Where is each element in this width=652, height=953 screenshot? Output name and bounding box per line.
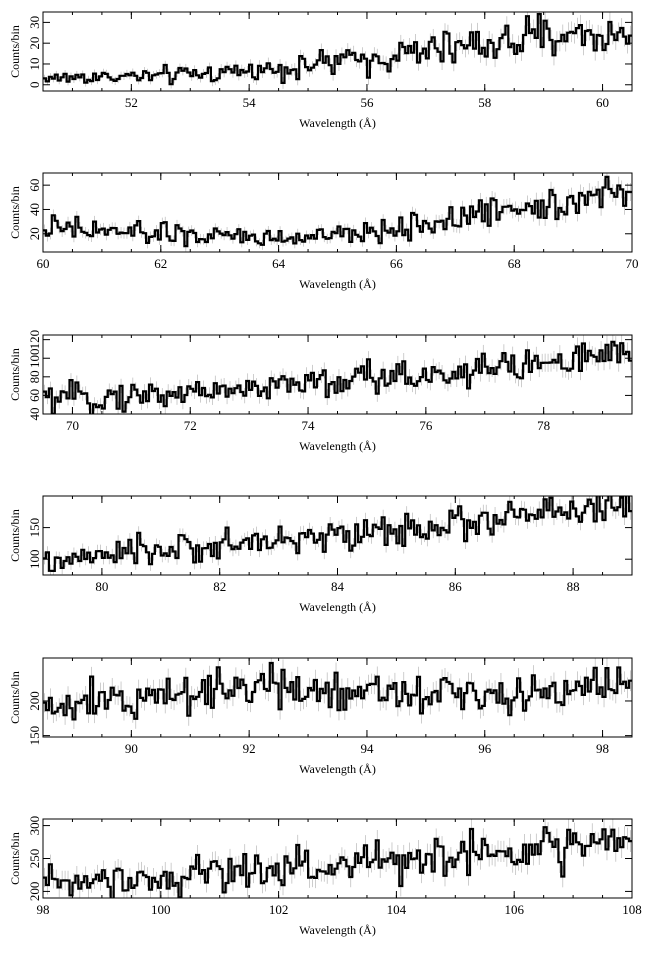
x-tick-label: 52 — [125, 95, 138, 110]
y-axis-label: Counts/bin — [8, 25, 22, 78]
x-tick-label: 104 — [387, 902, 407, 917]
y-tick-label: 20 — [27, 227, 42, 240]
y-axis-label: Counts/bin — [8, 509, 22, 562]
x-tick-label: 68 — [508, 256, 521, 271]
y-tick-label: 300 — [27, 816, 42, 836]
panel-4: 80 82 84 86 88 100 150 Wavelength (Å) Counts/bin — [8, 495, 633, 614]
x-tick-label: 54 — [243, 95, 257, 110]
x-tick-label: 90 — [125, 741, 138, 756]
y-tick-label: 80 — [27, 370, 42, 383]
x-tick-label: 66 — [390, 256, 404, 271]
panel-5: 90 92 94 96 98 150 200 Wavelength (Å) Counts/bin — [8, 657, 633, 776]
x-tick-label: 60 — [596, 95, 609, 110]
x-tick-label: 108 — [622, 902, 642, 917]
x-axis-label: Wavelength (Å) — [299, 923, 376, 937]
y-tick-label: 60 — [27, 179, 42, 192]
x-tick-label: 100 — [151, 902, 171, 917]
x-tick-label: 72 — [184, 418, 197, 433]
x-tick-label: 96 — [478, 741, 492, 756]
x-tick-label: 74 — [302, 418, 316, 433]
x-tick-label: 70 — [626, 256, 639, 271]
histogram-line — [43, 661, 632, 721]
y-axis-label: Counts/bin — [8, 348, 22, 401]
spectrum-data — [43, 496, 632, 575]
x-axis-label: Wavelength (Å) — [299, 600, 376, 614]
y-tick-label: 150 — [27, 726, 42, 746]
y-tick-label: 30 — [27, 16, 42, 29]
y-tick-label: 200 — [27, 691, 42, 711]
y-tick-label: 0 — [27, 82, 42, 89]
x-tick-label: 56 — [360, 95, 374, 110]
histogram-line — [43, 175, 632, 248]
histogram-line — [43, 13, 632, 86]
histogram-line — [43, 496, 632, 572]
x-tick-label: 76 — [419, 418, 433, 433]
y-tick-label: 20 — [27, 37, 42, 50]
x-tick-label: 106 — [504, 902, 524, 917]
x-axis-label: Wavelength (Å) — [299, 762, 376, 776]
x-axis-label: Wavelength (Å) — [299, 277, 376, 291]
spectrum-data — [43, 335, 632, 414]
x-tick-label: 78 — [537, 418, 550, 433]
x-axis-label: Wavelength (Å) — [299, 439, 376, 453]
x-tick-label: 80 — [95, 579, 108, 594]
y-tick-label: 40 — [27, 408, 42, 421]
y-axis-label: Counts/bin — [8, 186, 22, 239]
x-tick-label: 88 — [567, 579, 580, 594]
x-tick-label: 92 — [243, 741, 256, 756]
x-tick-label: 64 — [272, 256, 286, 271]
x-tick-label: 102 — [269, 902, 289, 917]
x-tick-label: 98 — [37, 902, 50, 917]
x-tick-label: 84 — [331, 579, 345, 594]
y-tick-label: 200 — [27, 882, 42, 902]
y-tick-label: 60 — [27, 389, 42, 402]
y-tick-label: 120 — [27, 330, 42, 350]
x-tick-label: 70 — [66, 418, 79, 433]
y-tick-label: 150 — [27, 518, 42, 538]
y-tick-label: 40 — [27, 203, 42, 216]
y-tick-label: 250 — [27, 849, 42, 869]
x-tick-label: 62 — [154, 256, 167, 271]
panel-2: 60 62 64 66 68 70 20 40 60 Wavelength (Å) Counts/b… — [8, 172, 639, 291]
x-tick-label: 86 — [449, 579, 463, 594]
x-tick-label: 58 — [478, 95, 491, 110]
x-tick-label: 60 — [37, 256, 50, 271]
x-tick-label: 82 — [213, 579, 226, 594]
x-tick-label: 94 — [360, 741, 374, 756]
spectrum-data — [43, 819, 632, 898]
plot-frame — [42, 334, 633, 415]
spectrum-data — [43, 658, 632, 730]
y-tick-label: 100 — [27, 549, 42, 569]
spectrum-data — [43, 12, 632, 89]
histogram-line — [43, 340, 632, 414]
histogram-line — [43, 826, 632, 898]
y-tick-label: 100 — [27, 348, 42, 368]
panel-1: 52 54 56 58 60 0 10 20 30 Wavelength (Å) Counts/bi… — [8, 11, 633, 130]
spectrum-data — [43, 173, 632, 252]
x-tick-label: 98 — [596, 741, 609, 756]
y-axis-label: Counts/bin — [8, 832, 22, 885]
x-axis-label: Wavelength (Å) — [299, 116, 376, 130]
panel-6: 98 100 102 104 106 108 200 250 300 Wavelength (Å)… — [8, 816, 642, 937]
y-axis-label: Counts/bin — [8, 671, 22, 724]
y-tick-label: 10 — [27, 57, 42, 70]
